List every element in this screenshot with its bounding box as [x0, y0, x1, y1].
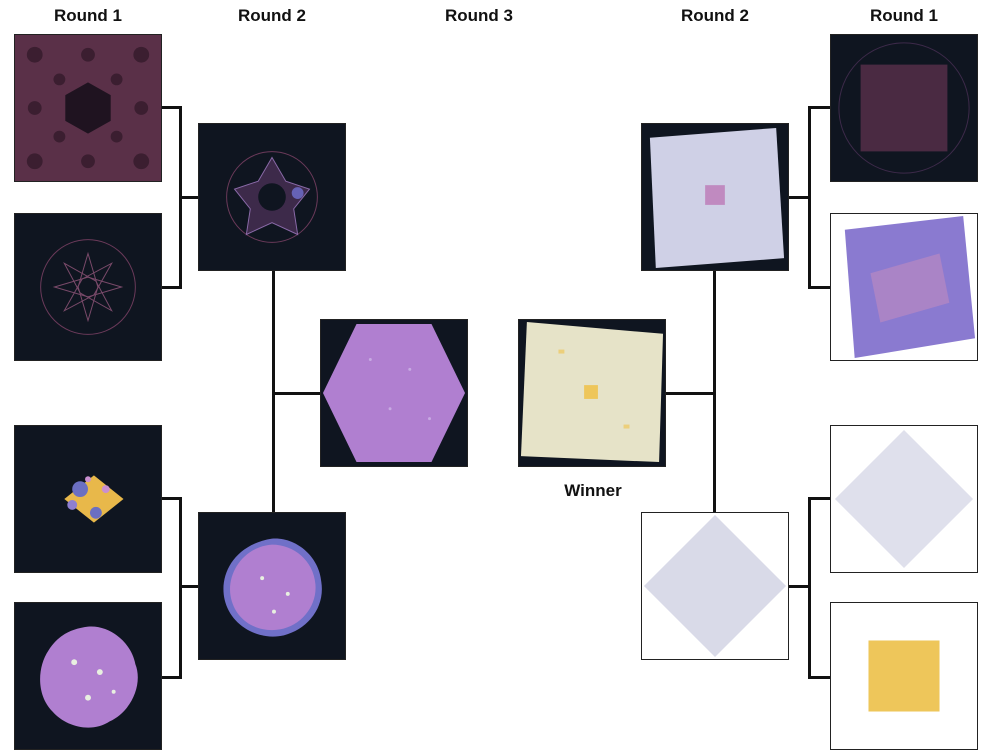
connector-line — [789, 196, 810, 199]
connector-line — [809, 676, 830, 679]
left-round2-tile-bottom — [198, 512, 346, 660]
connector-line — [666, 392, 716, 395]
winner-tile — [518, 319, 666, 467]
left-round1-tile-3 — [14, 425, 162, 573]
header-left-round2: Round 2 — [197, 6, 347, 26]
connector-line — [809, 497, 830, 500]
right-round1-tile-3 — [830, 425, 978, 573]
left-round2-tile-top — [198, 123, 346, 271]
left-round1-tile-1 — [14, 34, 162, 182]
connector-line — [179, 585, 199, 588]
right-round2-tile-bottom — [641, 512, 789, 660]
right-round2-tile-top — [641, 123, 789, 271]
connector-line — [809, 286, 830, 289]
right-round1-tile-4 — [830, 602, 978, 750]
header-right-round1: Round 1 — [829, 6, 979, 26]
right-round1-tile-2 — [830, 213, 978, 361]
round3-finalist-tile — [320, 319, 468, 467]
left-round1-tile-2 — [14, 213, 162, 361]
header-left-round1: Round 1 — [13, 6, 163, 26]
connector-line — [808, 497, 811, 679]
left-round1-tile-4 — [14, 602, 162, 750]
right-round1-tile-1 — [830, 34, 978, 182]
connector-line — [809, 106, 830, 109]
winner-label: Winner — [520, 481, 666, 501]
header-right-round2: Round 2 — [640, 6, 790, 26]
connector-line — [179, 196, 199, 199]
header-round3: Round 3 — [404, 6, 554, 26]
connector-line — [272, 392, 320, 395]
connector-line — [179, 497, 182, 679]
connector-line — [789, 585, 810, 588]
